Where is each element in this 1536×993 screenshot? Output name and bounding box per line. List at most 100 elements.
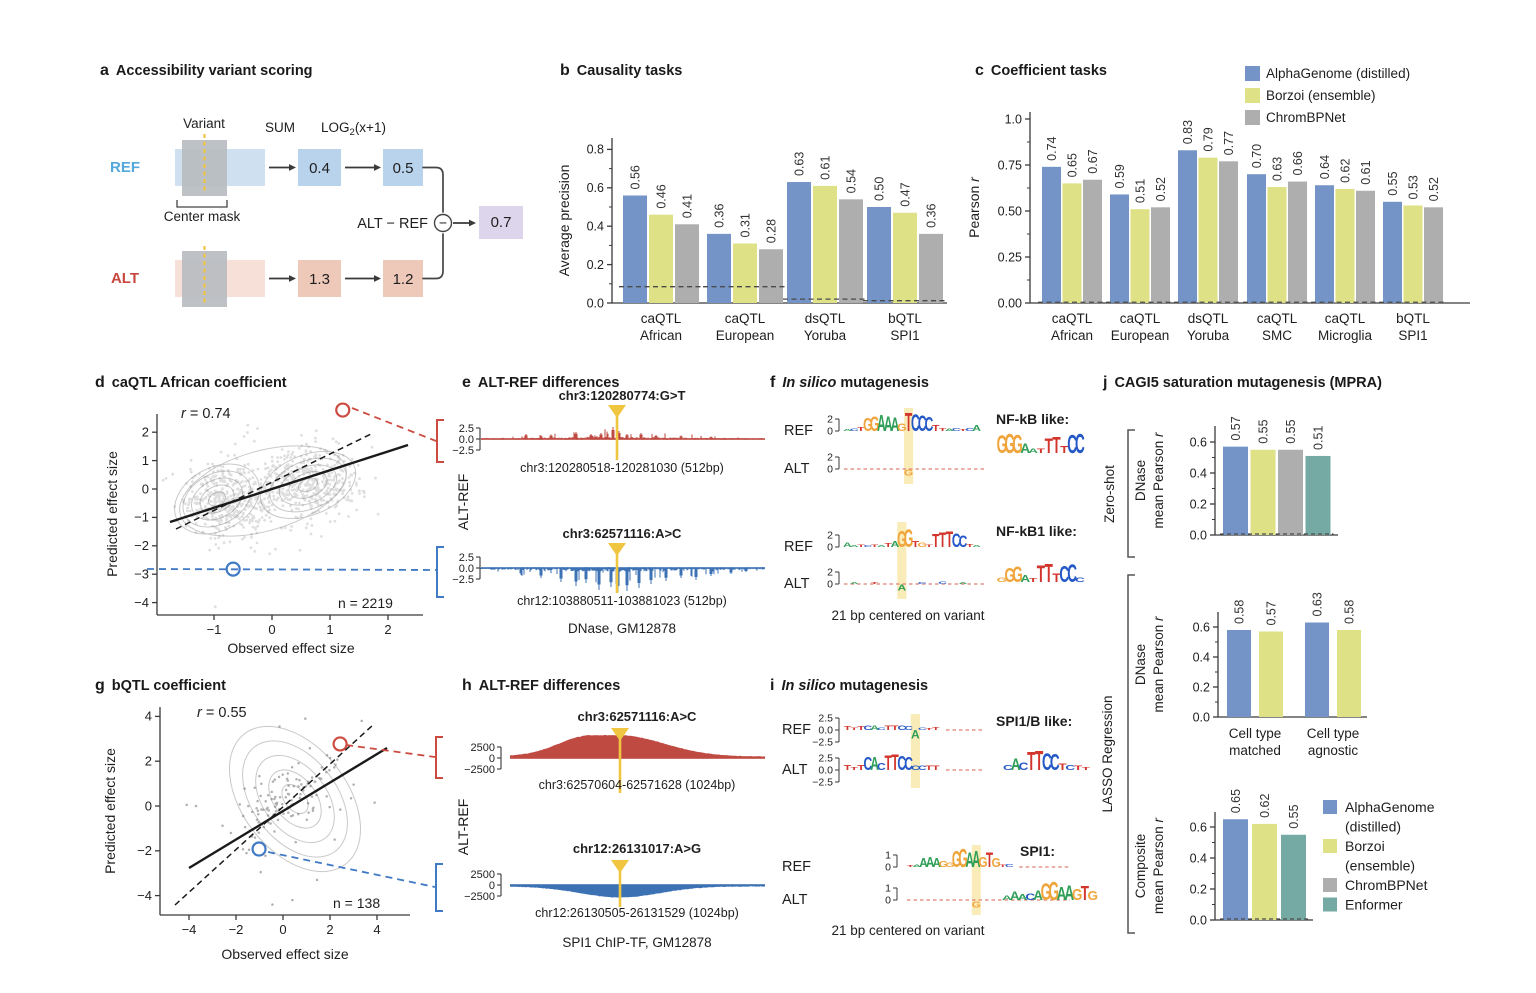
category-label: dsQTL: [1188, 311, 1229, 326]
logo-letter: C: [897, 753, 906, 775]
panel-h-title: ALT-REF differences: [478, 678, 621, 694]
y-tick-label: 0.6: [1190, 820, 1207, 834]
bar-value-label: 0.59: [1113, 164, 1127, 188]
bar-chart-coefficient: 0.00 0.25 0.50 0.75 1.0 Pearson r 0.74 0.65 0.67…: [966, 66, 1470, 343]
legend-label: AlphaGenome: [1345, 799, 1435, 815]
bar: [893, 212, 917, 303]
logo-letter: C: [918, 727, 927, 731]
category-label: matched: [1229, 743, 1281, 758]
r-annotation: r = 0.74: [181, 406, 231, 422]
logo-letter: A: [891, 414, 900, 436]
bar: [1337, 630, 1361, 717]
ref-label: REF: [110, 159, 140, 176]
logo-letter: A: [959, 582, 969, 585]
y-tick-label: 2: [145, 754, 152, 769]
variant-highlight-band: [904, 408, 914, 484]
logo-tick-label: 0: [885, 895, 891, 907]
track-tick-label: 2500: [471, 742, 495, 754]
category-label: caQTL: [1120, 311, 1161, 326]
logo-letter: T: [986, 847, 993, 872]
panel-e-header: e ALT-REF differences: [462, 374, 619, 392]
logo-letter: T: [885, 542, 893, 549]
bar-value-label: 0.41: [681, 194, 695, 218]
logo-letter: T: [1037, 447, 1046, 455]
identity-line: [175, 433, 372, 530]
bar: [1062, 183, 1082, 303]
track-footer: SPI1 ChIP-TF, GM12878: [562, 935, 711, 950]
panel-e-title: ALT-REF differences: [477, 375, 620, 391]
logo-letter: A: [965, 849, 974, 872]
bar-value-label: 0.61: [1359, 160, 1373, 184]
bar-value-label: 0.63: [1271, 157, 1285, 181]
category-label: caQTL: [725, 311, 766, 326]
bar-value-label: 0.36: [925, 204, 939, 228]
panel-f-title: mutagenesis: [836, 375, 929, 391]
logo-letter: G: [870, 413, 879, 436]
alt-minus-ref-label: ALT − REF: [357, 216, 428, 232]
panel-cagi5-mpra: j CAGI5 saturation mutagenesis (MPRA) 0.0…: [1095, 372, 1536, 993]
bar-value-label: 0.65: [1229, 789, 1243, 813]
y-axis-title: Predicted effect size: [102, 748, 118, 874]
bar: [1288, 181, 1307, 303]
logo-letter: G: [897, 526, 906, 552]
panel-j-title: CAGI5 saturation mutagenesis (MPRA): [1114, 375, 1382, 391]
tracks-dnase: ALT-REFchr3:120280774:G>T2.50.0−2.5chr3:…: [452, 388, 765, 636]
logo-letter: T: [885, 725, 893, 732]
logo-letter: A: [972, 846, 981, 872]
bar-value-label: 0.58: [1343, 600, 1357, 624]
track-title: chr3:120280774:G>T: [559, 388, 686, 403]
alt-row-label: ALT: [782, 892, 808, 908]
logo-letter: G: [945, 862, 954, 869]
logo-letter: C: [1067, 561, 1077, 588]
logo-letter: A: [911, 728, 920, 742]
logo-letter: A: [870, 755, 879, 775]
panel-c-header: c Coefficient tasks: [975, 62, 1107, 80]
density-contour: [268, 769, 322, 829]
variant-marker-triangle: [611, 860, 629, 873]
category-label: SMC: [1262, 328, 1292, 343]
motif-label: SPI1:: [1020, 843, 1055, 859]
y-tick-label: 2: [142, 425, 149, 440]
alt-sum-value: 1.3: [309, 271, 330, 288]
bar: [1281, 834, 1306, 920]
bar: [1305, 455, 1331, 535]
legend-swatch: [1323, 839, 1337, 853]
logo-letter: T: [1037, 561, 1045, 588]
logo-letter: T: [925, 727, 933, 730]
y-tick-label: 0.0: [1193, 710, 1210, 724]
logo-letter: A: [1028, 448, 1038, 454]
y-axis-title: mean Pearson r: [1151, 616, 1166, 713]
minus-circle: [433, 213, 453, 233]
logo-letter: A: [843, 429, 853, 432]
bar: [1198, 157, 1218, 303]
logo-letter: T: [857, 426, 865, 432]
category-label: dsQTL: [805, 311, 846, 326]
logo-letter: C: [1019, 760, 1029, 772]
logo-tick-label: −2.5: [812, 777, 833, 789]
x-tick-label: −2: [229, 922, 244, 937]
logo-letter: T: [1060, 445, 1069, 456]
bar-value-label: 0.63: [793, 152, 807, 176]
track-caption: chr3:120280518-120281030 (512bp): [520, 461, 724, 475]
legend-label: ChromBPNet: [1345, 877, 1428, 893]
y-tick-label: 0.0: [1190, 913, 1207, 927]
bar: [813, 185, 837, 303]
panel-caqtl-african-scatter: d caQTL African coefficient −1 0 1 2 2 1 0 −1 −2−…: [95, 372, 440, 675]
y-axis-title: Average precision: [556, 165, 572, 277]
panel-d-title: caQTL African coefficient: [111, 375, 287, 391]
logo-letter: C: [1005, 863, 1014, 868]
bar-value-label: 0.62: [1258, 794, 1272, 818]
y-axis-title: DNase: [1133, 644, 1148, 685]
diff-box: [479, 206, 523, 239]
bar: [675, 224, 699, 303]
panel-accessibility-variant-scoring: a Accessibility variant scoring Variant SU…: [95, 60, 540, 335]
x-tick-label: −4: [182, 922, 197, 937]
logo-letter: C: [918, 765, 927, 772]
bar-value-label: 0.79: [1202, 127, 1216, 151]
logo-letter: C: [904, 755, 913, 775]
logo-letter: C: [952, 530, 961, 552]
bar: [839, 199, 863, 303]
logo-caption: 21 bp centered on variant: [831, 608, 984, 623]
logo-letter: A: [870, 725, 879, 732]
